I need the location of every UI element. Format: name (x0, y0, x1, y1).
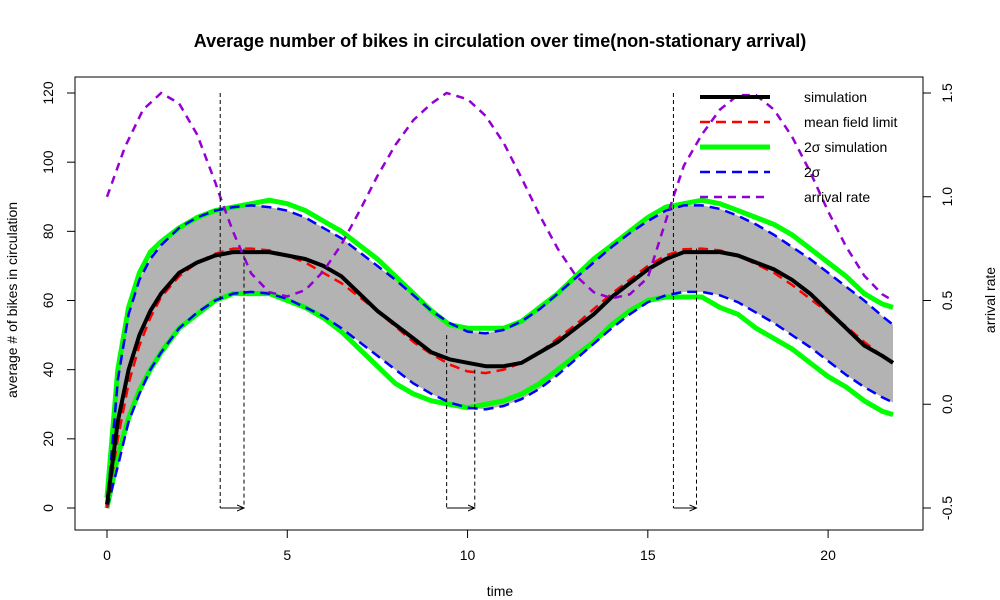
analytic-2sigma-lower-line (105, 290, 894, 509)
y-tick-label: 40 (40, 362, 56, 378)
y-tick-label: 80 (40, 223, 56, 239)
y-tick-label: 20 (40, 431, 56, 447)
y-tick-label-right: -0.5 (939, 496, 955, 520)
band-fill (107, 205, 893, 508)
x-tick-label: 15 (640, 547, 656, 563)
legend-label: 2σ simulation (804, 139, 887, 155)
mean-field-line (105, 247, 894, 509)
sim-2sigma-upper-line (104, 197, 894, 498)
y-tick-label: 0 (40, 504, 56, 512)
y-tick-label-right: 0.0 (939, 394, 955, 414)
y-tick-label-right: 1.0 (939, 187, 955, 207)
axis-ticks: 0 5 10 15 20 0 20 40 60 80 100 120 -0.5 0.0 0.5 1.0 1.5 (40, 81, 955, 563)
y-axis-label: average # of bikes in circulation (4, 202, 20, 398)
y-tick-label: 100 (40, 150, 56, 174)
legend-label: simulation (804, 89, 867, 105)
y-tick-label: 120 (40, 81, 56, 105)
y-axis-label-right: arrival rate (982, 267, 998, 333)
y-tick-label-right: 0.5 (939, 291, 955, 311)
legend-label: arrival rate (804, 189, 870, 205)
y-tick-label-right: 1.5 (939, 83, 955, 103)
legend-label: 2σ (804, 164, 821, 180)
legend-label: mean field limit (804, 114, 897, 130)
simulation-line (105, 250, 895, 505)
analytic-2sigma-upper-line (105, 204, 894, 509)
x-axis-label: time (487, 583, 514, 599)
legend: simulation mean field limit 2σ simulation 2… (700, 89, 897, 205)
chart-title: Average number of bikes in circulation o… (194, 31, 807, 51)
y-tick-label: 60 (40, 293, 56, 309)
x-tick-label: 5 (283, 547, 291, 563)
plot-marks (104, 91, 895, 509)
x-tick-label: 0 (103, 547, 111, 563)
x-tick-label: 10 (460, 547, 476, 563)
x-tick-label: 20 (820, 547, 836, 563)
